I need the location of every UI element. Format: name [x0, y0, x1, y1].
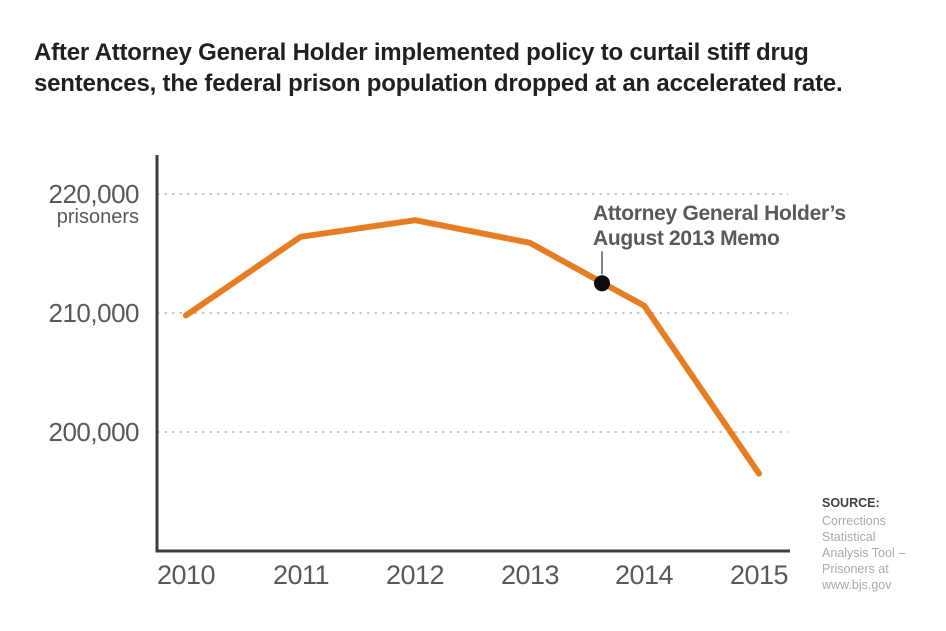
x-axis-tick-label-2012: 2012	[385, 560, 445, 590]
x-axis-tick-label-2015: 2015	[729, 560, 789, 590]
source-line: Prisoners at	[822, 562, 889, 576]
y-axis-tick-label-220000: 220,000	[48, 179, 140, 209]
gridlines	[157, 193, 788, 433]
population-line	[183, 217, 762, 477]
x-axis-tick-label-2011: 2011	[272, 560, 330, 590]
memo-annotation: Attorney General Holder’s August 2013 Me…	[593, 201, 846, 251]
chart-headline: After Attorney General Holder implemente…	[34, 37, 918, 99]
source-line: Corrections	[822, 514, 886, 528]
memo-marker-dot	[594, 275, 610, 292]
x-axis-tick-label-2010: 2010	[156, 560, 216, 590]
source-line: Analysis Tool –	[822, 546, 906, 560]
source-note: SOURCE: Corrections Statistical Analysis…	[822, 495, 942, 593]
source-line: www.bjs.gov	[822, 578, 892, 592]
chart-headline-line1: After Attorney General Holder implemente…	[34, 39, 809, 66]
chart-headline-line2: sentences, the federal prison population…	[34, 70, 843, 97]
x-axis-tick-label-2013: 2013	[500, 560, 560, 590]
y-axis-unit-label: prisoners	[56, 206, 139, 228]
memo-annotation-line2: August 2013 Memo	[593, 227, 780, 250]
source-heading: SOURCE:	[822, 496, 880, 510]
x-axis-tick-label-2014: 2014	[614, 560, 674, 590]
source-line: Statistical	[822, 530, 876, 544]
y-axis-tick-label-200000: 200,000	[48, 417, 140, 447]
y-axis-tick-label-210000: 210,000	[48, 298, 140, 328]
memo-annotation-line1: Attorney General Holder’s	[593, 202, 846, 225]
